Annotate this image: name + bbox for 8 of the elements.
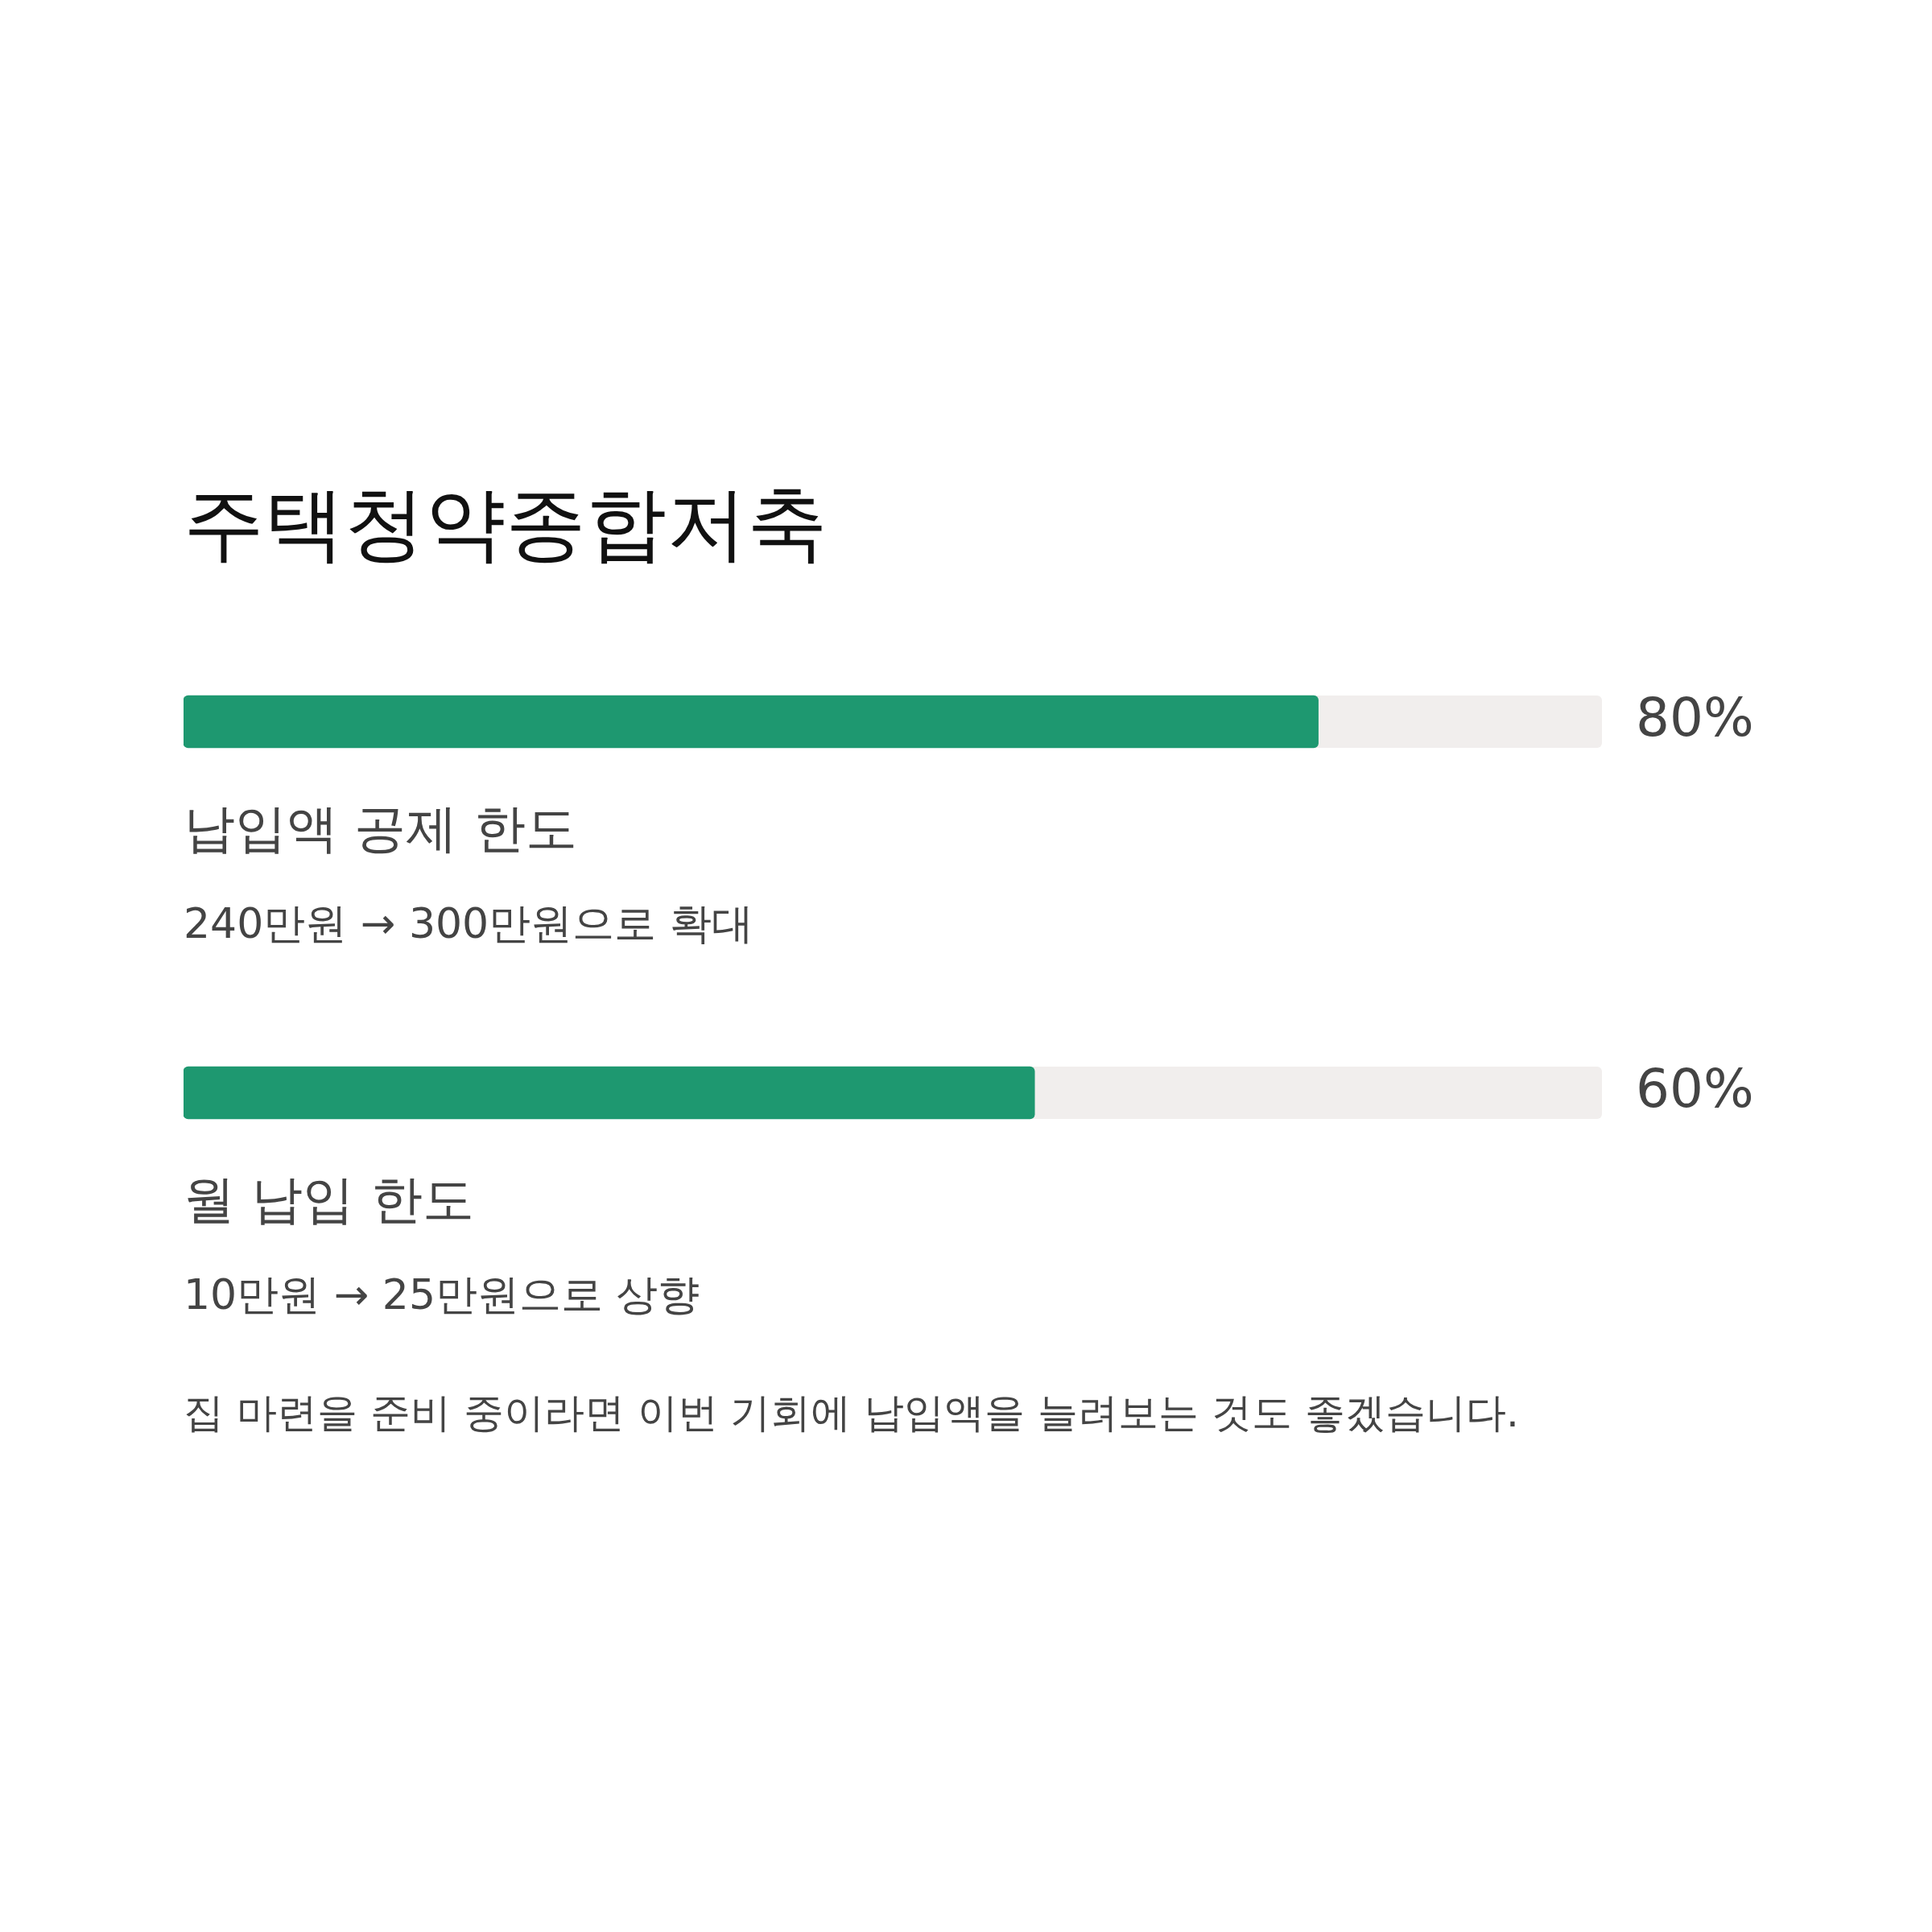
y-tick-label: 월 납입 한도: [184, 1170, 474, 1230]
annotation: 240만원 → 300만원으로 확대: [184, 899, 753, 948]
chart-title: 주택청약종합저축: [184, 476, 828, 571]
text: 집 마련을 준비 중이라면 이번 기회에 납입액을 늘려보는 것도 좋겠습니다.: [184, 1389, 1519, 1437]
annotation: 10만원 → 25만원으로 상향: [184, 1270, 700, 1319]
data-label: 80%: [1636, 686, 1754, 749]
y-tick-label: 납입액 공제 한도: [184, 799, 577, 859]
data-label: 60%: [1636, 1057, 1754, 1120]
